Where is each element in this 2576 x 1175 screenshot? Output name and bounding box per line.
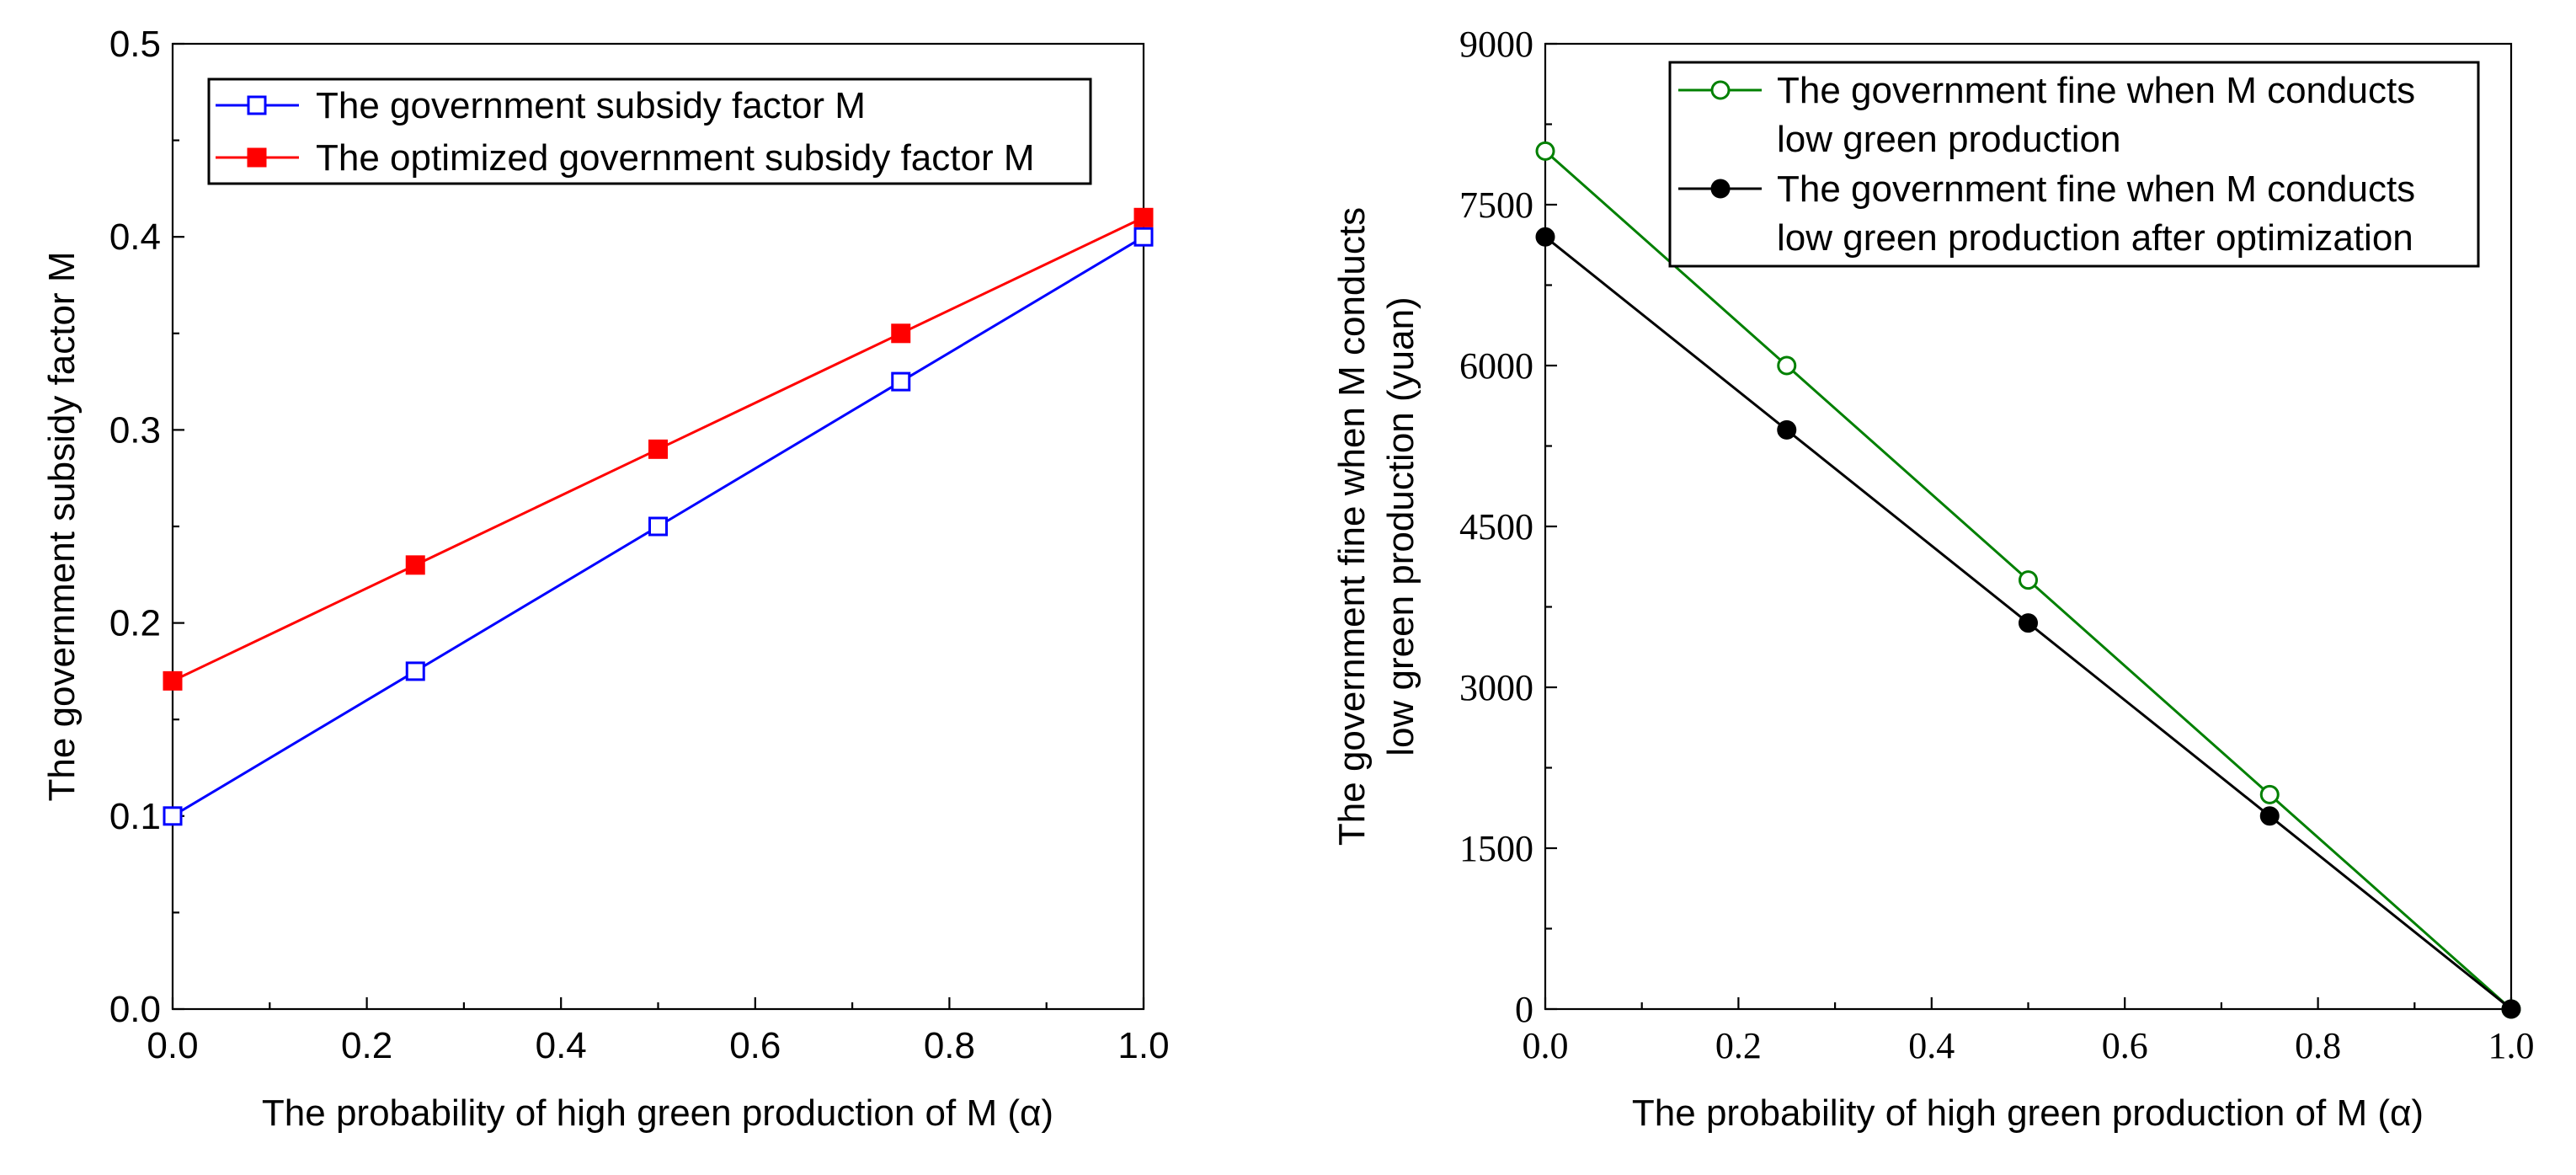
left-legend: The government subsidy factor M The opti… [207, 77, 1092, 185]
left-y-tick-label: 0.2 [109, 603, 161, 644]
left-series-0-point-4 [1133, 227, 1154, 247]
right-y-tick-label: 4500 [1459, 506, 1533, 547]
left-x-tick-label: 1.0 [1117, 1025, 1169, 1066]
right-x-tick-label: 0.8 [2295, 1025, 2341, 1066]
right-series-0-point-0 [1535, 141, 1555, 161]
left-legend-box [207, 77, 1092, 185]
left-series-0-point-2 [648, 516, 668, 537]
right-series [1535, 141, 2521, 1019]
left-y-tick-label: 0.1 [109, 796, 161, 837]
left-legend-label-1: The optimized government subsidy factor … [316, 137, 1035, 179]
left-x-axis-title: The probability of high green production… [262, 1092, 1053, 1134]
left-y-tick-label: 0.5 [109, 24, 161, 65]
right-y-tick-label: 0 [1515, 989, 1533, 1030]
left-series-1-point-3 [891, 323, 911, 344]
right-y-tick-label: 9000 [1459, 24, 1533, 65]
left-legend-marker-1 [247, 147, 267, 168]
left-series-1-point-2 [648, 439, 668, 459]
left-y-ticks: 0.0 0.1 0.2 0.3 0.4 0.5 [109, 24, 184, 1030]
left-x-tick-label: 0.8 [924, 1025, 975, 1066]
left-series [163, 207, 1154, 826]
left-x-tick-label: 0.6 [729, 1025, 781, 1066]
left-series-1-point-0 [163, 670, 183, 691]
right-x-tick-label: 1.0 [2488, 1025, 2535, 1066]
left-x-tick-label: 0.0 [147, 1025, 198, 1066]
right-legend-label-0-line-1: The government fine when M conducts [1777, 70, 2415, 111]
right-y-tick-label: 6000 [1459, 345, 1533, 387]
left-series-0-point-0 [163, 806, 183, 826]
right-legend: The government fine when M conducts low … [1668, 61, 2480, 268]
right-y-ticks: 0 1500 3000 4500 6000 7500 9000 [1459, 24, 1557, 1030]
right-y-tick-label: 1500 [1459, 828, 1533, 869]
right-series-1-point-2 [2019, 613, 2038, 633]
right-x-tick-label: 0.0 [1523, 1025, 1569, 1066]
left-y-tick-label: 0.3 [109, 409, 161, 451]
right-legend-marker-1 [1710, 179, 1731, 199]
right-x-tick-label: 0.6 [2102, 1025, 2148, 1066]
left-legend-marker-0 [247, 95, 267, 115]
left-y-axis-title: The government subsidy factor M [41, 252, 83, 802]
right-y-axis-title-line-2: low green production (yuan) [1380, 296, 1421, 756]
left-series-0-point-1 [405, 661, 425, 681]
left-series-1-point-1 [405, 555, 425, 575]
right-y-axis-title-line-1: The government fine when M conducts [1331, 207, 1373, 846]
left-series-1-point-4 [1133, 207, 1154, 227]
right-series-0-point-3 [2259, 784, 2280, 804]
right-x-tick-label: 0.4 [1908, 1025, 1955, 1066]
right-series-1-point-3 [2259, 806, 2280, 826]
right-x-tick-label: 0.2 [1715, 1025, 1762, 1066]
left-x-tick-label: 0.2 [341, 1025, 392, 1066]
left-series-0-point-3 [891, 371, 911, 392]
right-series-1-point-1 [1777, 419, 1797, 440]
left-y-tick-label: 0.0 [109, 989, 161, 1030]
left-chart: 0.0 0.1 0.2 0.3 0.4 0.5 0.0 0.2 0.4 0.6 0.8 1.0 Th… [41, 24, 1170, 1134]
right-legend-label-0-line-2: low green production [1777, 119, 2120, 160]
right-series-1-point-4 [2501, 999, 2521, 1019]
right-y-tick-label: 7500 [1459, 184, 1533, 226]
right-series-0-point-2 [2019, 570, 2038, 590]
right-legend-box [1668, 61, 2480, 268]
left-x-tick-label: 0.4 [536, 1025, 587, 1066]
left-legend-label-0: The government subsidy factor M [316, 85, 866, 126]
left-x-ticks: 0.0 0.2 0.4 0.6 0.8 1.0 [147, 997, 1170, 1066]
right-series-1-point-0 [1535, 227, 1555, 247]
left-y-tick-label: 0.4 [109, 216, 161, 258]
right-x-ticks: 0.0 0.2 0.4 0.6 0.8 1.0 [1523, 997, 2535, 1066]
right-series-0-point-1 [1777, 355, 1797, 376]
right-legend-label-1-line-2: low green production after optimization [1777, 217, 2413, 259]
right-y-tick-label: 3000 [1459, 667, 1533, 708]
right-legend-marker-0 [1710, 80, 1731, 100]
right-legend-label-1-line-1: The government fine when M conducts [1777, 168, 2415, 210]
right-x-axis-title: The probability of high green production… [1632, 1092, 2424, 1134]
